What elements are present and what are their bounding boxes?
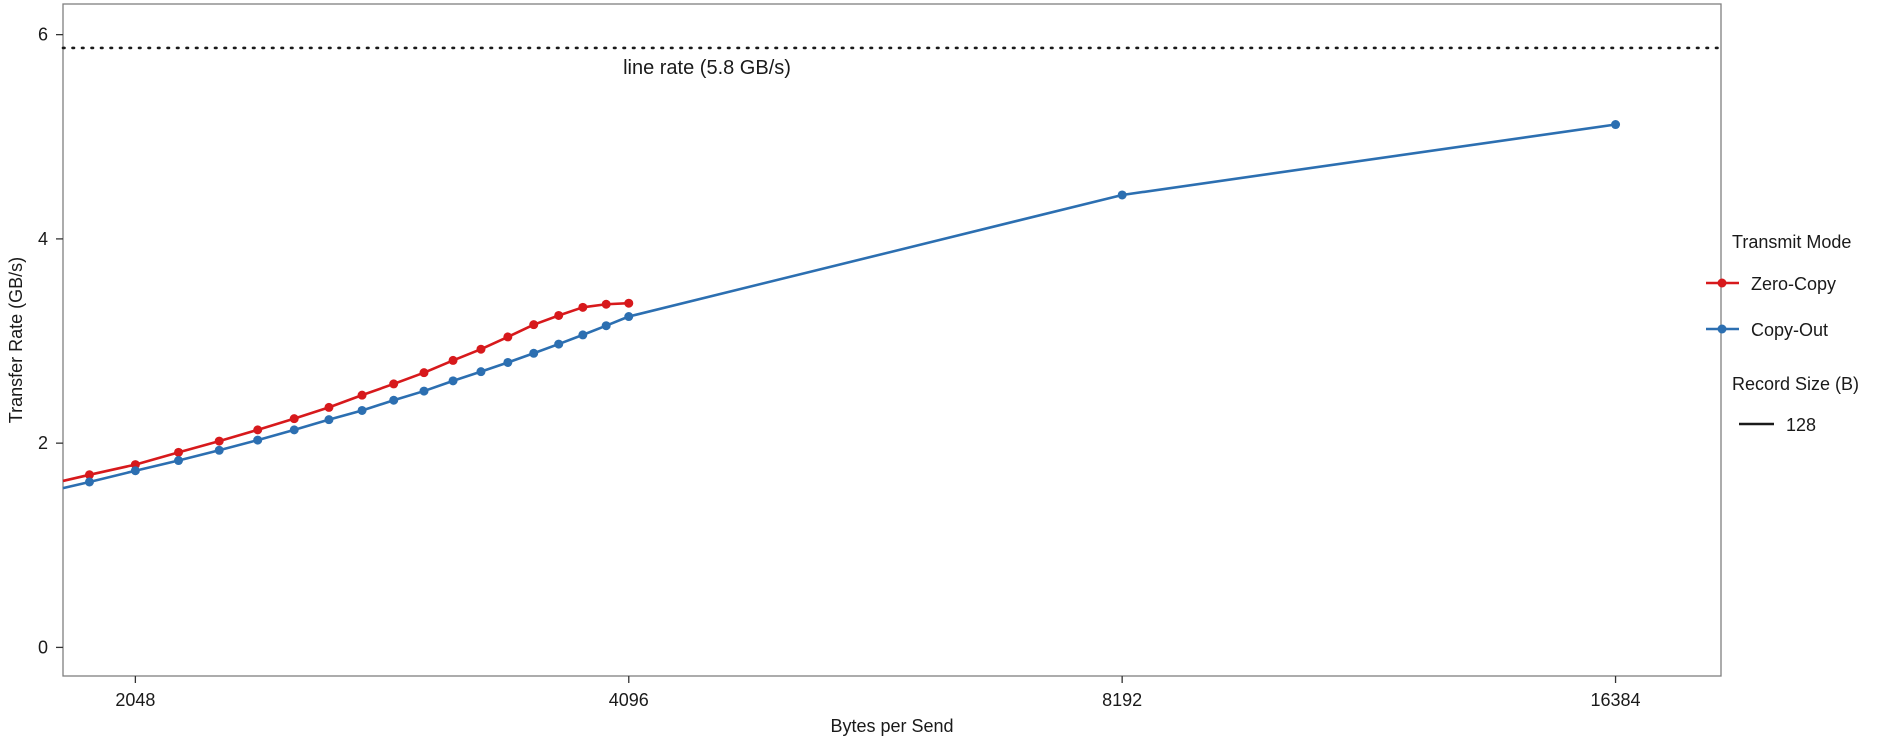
data-point-copy-out [448,376,458,386]
plot-panel [62,3,1722,677]
legend-key-copy-out [1706,324,1739,334]
data-point-copy-out [601,321,611,331]
legend: Transmit Mode Zero-Copy Copy-Out Record … [1706,232,1859,435]
data-point-zero-copy [324,402,334,412]
legend-point-copy-out [1717,324,1727,334]
data-point-zero-copy [84,470,94,480]
y-tick-label: 4 [38,229,48,249]
x-axis-title: Bytes per Send [830,716,953,736]
axes-layer: 2048 4096 8192 16384 0 2 4 6 [38,25,1641,710]
legend-title-transmit-mode: Transmit Mode [1732,232,1851,252]
data-point-zero-copy [289,414,299,424]
data-point-zero-copy [476,344,486,354]
x-tick-label: 2048 [115,690,155,710]
data-point-copy-out [214,445,224,455]
data-point-copy-out [503,357,513,367]
data-point-zero-copy [578,302,588,312]
legend-key-zero-copy [1706,278,1739,288]
data-point-zero-copy [357,390,367,400]
data-point-zero-copy [529,320,539,330]
data-point-zero-copy [419,368,429,378]
data-point-zero-copy [214,436,224,446]
x-tick-label: 4096 [609,690,649,710]
x-tick-label: 16384 [1591,690,1641,710]
y-tick-label: 0 [38,637,48,657]
legend-label-zero-copy: Zero-Copy [1751,274,1836,294]
data-point-copy-out [130,466,140,476]
data-point-copy-out [289,425,299,435]
data-point-zero-copy [624,298,634,308]
data-point-copy-out [476,367,486,377]
legend-title-record-size: Record Size (B) [1732,374,1859,394]
data-point-copy-out [253,435,263,445]
y-axis-title: Transfer Rate (GB/s) [6,257,26,423]
data-point-copy-out [1117,190,1127,200]
legend-point-zero-copy [1717,278,1727,288]
data-point-zero-copy [601,299,611,309]
x-tick-label: 8192 [1102,690,1142,710]
data-point-copy-out [174,456,184,466]
data-point-copy-out [1611,120,1621,130]
series-layer [62,120,1621,490]
data-point-copy-out [357,405,367,415]
data-point-zero-copy [503,332,513,342]
data-point-zero-copy [448,355,458,365]
data-point-zero-copy [389,379,399,389]
data-point-copy-out [554,339,564,349]
data-point-copy-out [84,477,94,487]
y-tick-label: 6 [38,25,48,45]
data-point-copy-out [624,312,634,322]
legend-label-copy-out: Copy-Out [1751,320,1828,340]
data-point-zero-copy [253,425,263,435]
data-point-copy-out [389,395,399,405]
reference-line-label: line rate (5.8 GB/s) [623,57,791,79]
data-point-zero-copy [554,310,564,320]
data-point-copy-out [324,415,334,425]
y-tick-label: 2 [38,433,48,453]
data-point-copy-out [578,330,588,340]
data-point-copy-out [529,348,539,358]
data-point-zero-copy [174,447,184,457]
legend-label-record-size-128: 128 [1786,415,1816,435]
data-point-copy-out [419,386,429,396]
